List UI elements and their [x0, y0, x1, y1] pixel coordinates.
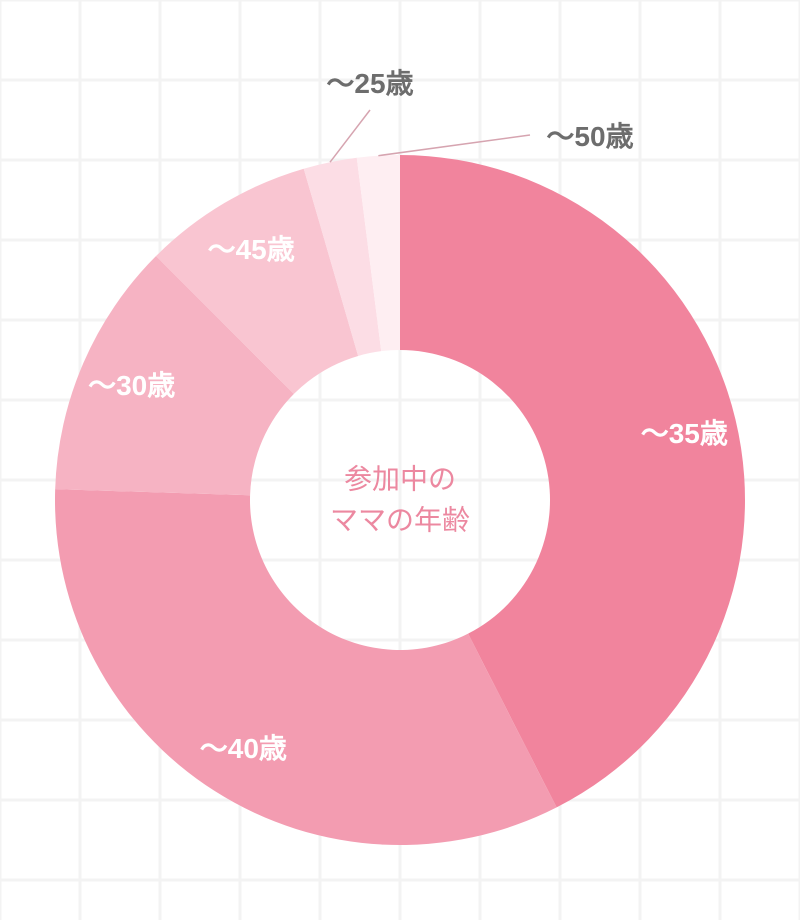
slice-label: 〜35歳: [641, 412, 728, 452]
chart-canvas: 参加中の ママの年齢 〜35歳〜40歳 〜30歳 〜45歳 〜25歳〜50歳: [0, 0, 800, 920]
donut-slice: [55, 489, 557, 845]
slice-label: 〜45歳: [208, 228, 295, 268]
slice-label: 〜25歳: [326, 62, 413, 102]
leader-line: [378, 135, 530, 156]
slice-label: 〜50歳: [546, 115, 633, 155]
chart-center-title: 参加中の ママの年齢: [330, 459, 470, 540]
slice-label: 〜30歳: [88, 364, 175, 404]
slice-label: 〜40歳: [200, 727, 287, 767]
leader-line: [330, 110, 370, 162]
